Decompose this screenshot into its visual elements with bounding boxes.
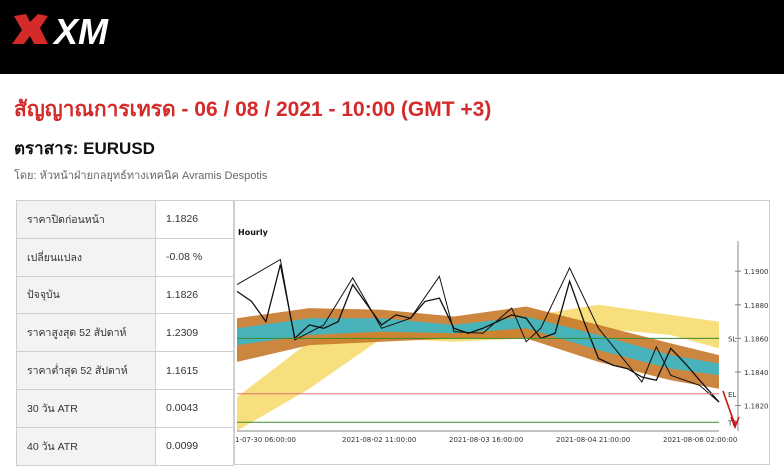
ribbon-band-2	[237, 316, 719, 376]
stat-label: 40 วัน ATR	[16, 426, 156, 466]
stat-label: ราคาต่ำสุด 52 สัปดาห์	[16, 351, 156, 390]
stat-label: ปัจจุบัน	[16, 275, 156, 315]
stat-value: 1.2309	[155, 313, 234, 353]
table-row: 30 วัน ATR 0.0043	[16, 388, 234, 428]
stat-value: -0.08 %	[155, 237, 234, 277]
chart-svg: Hourly SL EL TP 1.1900 1.1880 1.1860 1.1840 1.…	[235, 228, 769, 444]
table-row: เปลี่ยนแปลง -0.08 %	[16, 237, 234, 277]
stat-value: 1.1826	[155, 275, 234, 315]
author-byline: โดย: หัวหน้าฝ่ายกลยุทธ์ทางเทคนิค Avramis…	[14, 170, 268, 182]
price-chart: Hourly SL EL TP 1.1900 1.1880 1.1860 1.1840 1.…	[234, 200, 770, 465]
stat-label: 30 วัน ATR	[16, 388, 156, 428]
stat-label: ราคาปิดก่อนหน้า	[16, 200, 156, 239]
target-arrow-icon	[722, 390, 740, 430]
stat-value: 1.1615	[155, 351, 234, 390]
table-row: ราคาปิดก่อนหน้า 1.1826	[16, 200, 234, 239]
y-tick-label: 1.1900	[744, 268, 769, 276]
x-tick-label: 1-07-30 06:00:00	[235, 436, 296, 444]
y-tick-label: 1.1840	[744, 369, 769, 377]
stat-label: เปลี่ยนแปลง	[16, 237, 156, 277]
table-row: ปัจจุบัน 1.1826	[16, 275, 234, 315]
stats-table: ราคาปิดก่อนหน้า 1.1826 เปลี่ยนแปลง -0.08 %…	[16, 200, 234, 466]
table-row: 40 วัน ATR 0.0099	[16, 426, 234, 466]
price-series-1	[236, 258, 720, 403]
stat-value: 0.0099	[155, 426, 234, 466]
level-label-el: EL	[728, 391, 736, 399]
stat-label: ราคาสูงสุด 52 สัปดาห์	[16, 313, 156, 353]
table-row: ราคาต่ำสุด 52 สัปดาห์ 1.1615	[16, 351, 234, 390]
stat-value: 0.0043	[155, 388, 234, 428]
x-tick-label: 2021-08-04 21:00:00	[556, 436, 630, 444]
level-label-sl: SL	[728, 335, 736, 343]
x-tick-label: 2021-08-02 11:00:00	[342, 436, 416, 444]
chart-title: Hourly	[238, 228, 269, 237]
stat-value: 1.1826	[155, 200, 234, 239]
logo-text: XM	[52, 11, 109, 50]
y-tick-label: 1.1880	[744, 302, 769, 310]
table-row: ราคาสูงสุด 52 สัปดาห์ 1.2309	[16, 313, 234, 353]
y-tick-label: 1.1860	[744, 335, 769, 343]
header-bar: XM	[0, 0, 784, 74]
y-tick-label: 1.1820	[744, 403, 769, 411]
level-label-tp: TP	[727, 419, 737, 427]
x-tick-label: 2021-08-03 16:00:00	[449, 436, 523, 444]
x-tick-label: 2021-08-06 02:00:00	[663, 436, 737, 444]
xm-logo[interactable]: XM	[12, 10, 137, 50]
page-title: สัญญาณการเทรด - 06 / 08 / 2021 - 10:00 (…	[14, 98, 492, 121]
instrument-label: ตราสาร: EURUSD	[14, 139, 155, 158]
